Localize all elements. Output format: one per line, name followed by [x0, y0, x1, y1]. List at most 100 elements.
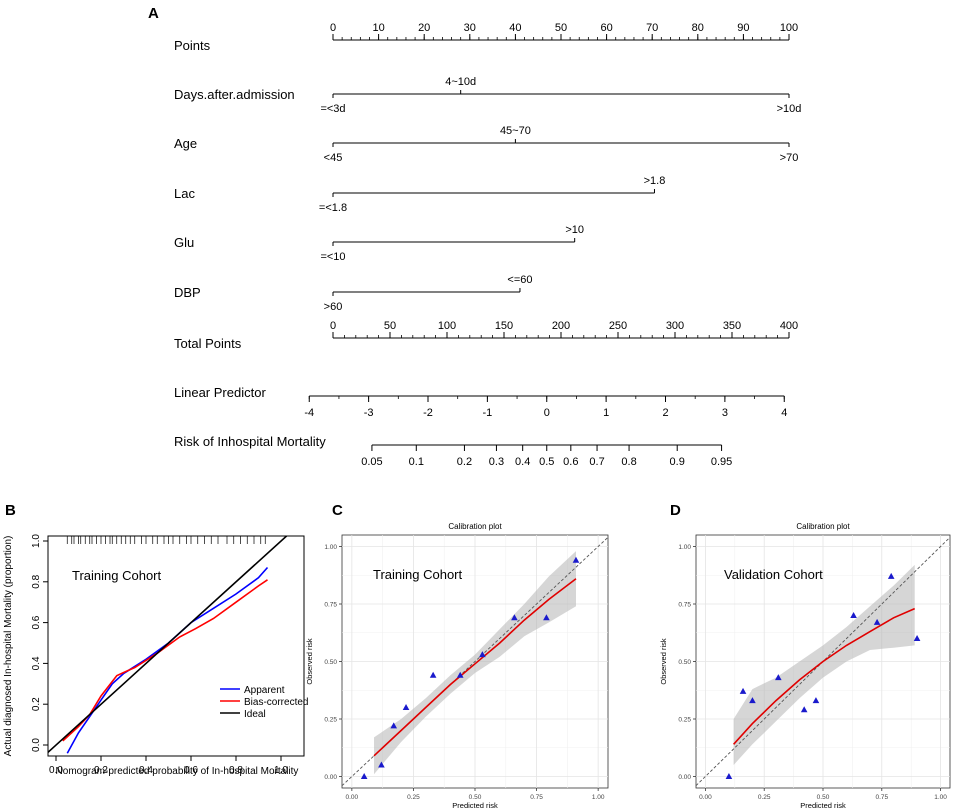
row-label: Glu [174, 235, 194, 250]
tick-label: 10 [372, 22, 384, 34]
series-line [62, 579, 268, 742]
x-axis-label: Predicted risk [800, 801, 846, 810]
tick-label: 0.05 [361, 456, 382, 468]
tick-label: -1 [482, 407, 492, 419]
tick-label: 0.9 [670, 456, 685, 468]
tick-label: 70 [646, 22, 658, 34]
level-label: >1.8 [644, 175, 666, 187]
y-tick-label: 0.25 [324, 716, 337, 723]
series-line [48, 536, 288, 754]
tick-label: 60 [600, 22, 612, 34]
data-point [812, 697, 820, 704]
data-point [749, 697, 756, 704]
level-label: >70 [780, 152, 799, 164]
level-label: >60 [324, 301, 343, 313]
plot-frame [47, 535, 305, 757]
data-point [479, 651, 486, 658]
data-point [429, 671, 437, 678]
tick-label: 80 [692, 22, 704, 34]
nomogram-row: Lac =<1.8 >1.8 [174, 175, 665, 214]
tick-label: 40 [509, 22, 521, 34]
confidence-band [733, 564, 915, 765]
tick-label: -3 [364, 407, 374, 419]
cohort-annotation: Training Cohort [72, 568, 162, 583]
plot-content [342, 536, 608, 787]
tick-label: 0.2 [457, 456, 472, 468]
row-label: Total Points [174, 336, 242, 351]
y-tick-label: 0.75 [324, 601, 337, 608]
tick-label: 0.8 [621, 456, 636, 468]
data-point [725, 773, 733, 779]
level-label: >10 [565, 224, 584, 236]
x-tick-label: 0.50 [469, 794, 482, 801]
legend-label: Bias-corrected [244, 697, 308, 708]
x-tick-label: 0.4 [139, 765, 153, 776]
tick-label: 0.4 [515, 456, 530, 468]
y-tick-label: 0.50 [678, 659, 691, 666]
x-axis-label: Nomogram-predicted probability of In-hos… [56, 766, 299, 777]
level-label: =<1.8 [319, 202, 347, 214]
tick-label: 100 [438, 320, 456, 332]
cohort-annotation: Validation Cohort [724, 567, 823, 582]
nomogram-row: Risk of Inhospital Mortality 0.05 0.1 0.2 0.… [174, 434, 732, 468]
nomogram-row: Linear Predictor -4 -3 -2 -1 0 1 2 3 4 [174, 385, 787, 419]
x-tick-label: 0.25 [407, 794, 420, 801]
tick-label: 1 [603, 407, 609, 419]
tick-label: 90 [737, 22, 749, 34]
panel-letter-b: B [5, 502, 16, 519]
nomogram-row: Age <45 45~70 >70 [174, 125, 798, 164]
y-tick-label: 0.6 [31, 615, 42, 629]
row-label: Linear Predictor [174, 385, 266, 400]
legend-label: Apparent [244, 685, 285, 696]
data-point [887, 572, 895, 579]
y-tick-label: 1.0 [31, 534, 42, 548]
x-tick-label: 0.25 [758, 794, 771, 801]
x-axis-label: Predicted risk [452, 801, 498, 810]
tick-label: 0.3 [489, 456, 504, 468]
x-tick-label: 0.8 [229, 765, 243, 776]
panel-b-calibration: B 0.0 0.2 0.4 0.6 0.8 1.0 0.0 0.2 0.4 0.6 0.8 1.0 Tra… [3, 502, 308, 777]
x-tick-label: 1.0 [274, 765, 288, 776]
panel-c-calibration: C Calibration plot 0.00 0.25 0.50 0.75 1.00 0.0… [305, 502, 609, 810]
row-label: Points [174, 38, 211, 53]
tick-label: 20 [418, 22, 430, 34]
level-label: =<10 [320, 251, 345, 263]
data-point [511, 614, 518, 621]
data-point [800, 706, 808, 713]
fitted-curve [373, 578, 577, 757]
tick-label: 50 [555, 22, 567, 34]
tick-label: 3 [722, 407, 728, 419]
row-label: Days.after.admission [174, 87, 295, 102]
tick-label: 0.7 [589, 456, 604, 468]
x-tick-label: 0.50 [817, 794, 830, 801]
plot-content [696, 536, 950, 787]
x-tick-label: 0.75 [875, 794, 888, 801]
panel-letter-d: D [670, 502, 681, 519]
tick-label: 2 [662, 407, 668, 419]
x-tick-label: 0.75 [530, 794, 543, 801]
tick-label: -4 [304, 407, 314, 419]
level-label: 45~70 [500, 125, 531, 137]
data-point [572, 556, 580, 563]
level-label: <=60 [507, 274, 532, 286]
y-tick-label: 0.4 [31, 656, 42, 670]
fitted-curve [733, 607, 916, 745]
data-point [402, 704, 410, 710]
nomogram-row: Days.after.admission =<3d 4~10d >10d [174, 76, 801, 115]
tick-label: 0.95 [711, 456, 732, 468]
tick-label: 0.6 [563, 456, 578, 468]
tick-label: 100 [780, 22, 798, 34]
panel-letter-c: C [332, 502, 343, 519]
y-tick-label: 0.8 [31, 574, 42, 588]
data-point [378, 761, 385, 768]
plot-title: Calibration plot [448, 522, 502, 531]
panel-letter-a: A [148, 5, 159, 22]
data-point [390, 722, 398, 729]
tick-label: 4 [781, 407, 787, 419]
y-tick-label: 0.25 [678, 716, 691, 723]
row-label: Age [174, 136, 197, 151]
nomogram-row: Points 0 10 20 30 40 50 60 70 80 90 100 [174, 22, 798, 53]
confidence-band [374, 551, 576, 775]
